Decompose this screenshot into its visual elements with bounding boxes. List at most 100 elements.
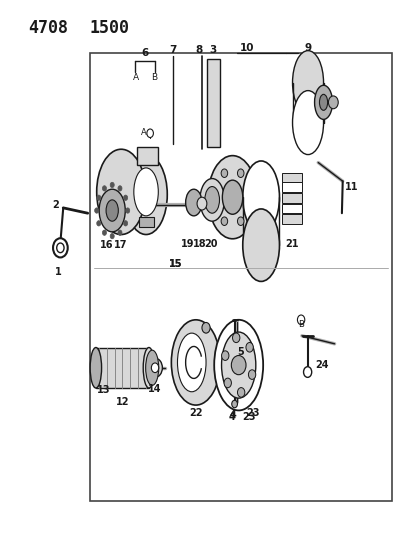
Circle shape	[124, 195, 128, 200]
Circle shape	[151, 363, 159, 373]
Ellipse shape	[214, 320, 263, 410]
Text: 15: 15	[169, 259, 182, 269]
Text: 16: 16	[100, 240, 114, 250]
Ellipse shape	[106, 200, 118, 221]
Text: 15: 15	[169, 259, 182, 269]
Text: 2: 2	[52, 200, 59, 210]
Circle shape	[110, 182, 114, 188]
Circle shape	[297, 315, 305, 325]
Text: 24: 24	[315, 360, 329, 370]
Circle shape	[118, 230, 122, 236]
Ellipse shape	[293, 51, 324, 115]
Circle shape	[197, 197, 207, 210]
Ellipse shape	[125, 155, 167, 235]
Text: 7: 7	[170, 45, 177, 54]
Text: A: A	[141, 128, 147, 136]
Ellipse shape	[315, 85, 333, 119]
Ellipse shape	[200, 179, 224, 221]
FancyBboxPatch shape	[90, 53, 392, 501]
Text: 1500: 1500	[90, 19, 130, 37]
Text: 19: 19	[181, 239, 195, 248]
Text: 14: 14	[148, 384, 162, 394]
Ellipse shape	[146, 350, 159, 385]
Circle shape	[304, 367, 312, 377]
Text: 9: 9	[304, 43, 312, 53]
Bar	[207, 59, 220, 147]
Bar	[282, 182, 302, 192]
Ellipse shape	[97, 149, 146, 235]
Text: 22: 22	[189, 408, 203, 418]
Text: 13: 13	[97, 385, 111, 395]
Circle shape	[118, 185, 122, 191]
Text: 3: 3	[210, 45, 217, 54]
Ellipse shape	[293, 91, 324, 155]
Circle shape	[110, 233, 114, 239]
Text: 20: 20	[204, 239, 218, 248]
Text: 4708: 4708	[29, 19, 69, 37]
Text: B: B	[151, 73, 157, 82]
Ellipse shape	[222, 332, 256, 398]
Bar	[282, 193, 302, 203]
Bar	[282, 214, 302, 224]
Text: B: B	[298, 320, 304, 328]
Ellipse shape	[90, 348, 102, 388]
Text: 1: 1	[55, 267, 62, 277]
Circle shape	[233, 333, 240, 343]
Bar	[137, 147, 158, 165]
Text: 10: 10	[239, 43, 254, 53]
Circle shape	[124, 221, 128, 226]
Circle shape	[237, 169, 244, 177]
Ellipse shape	[143, 348, 155, 388]
Text: 11: 11	[345, 182, 358, 191]
Ellipse shape	[186, 189, 202, 216]
Circle shape	[248, 370, 256, 379]
Text: 5: 5	[237, 347, 244, 357]
Text: 4: 4	[229, 410, 236, 419]
Circle shape	[231, 356, 246, 375]
Text: 6: 6	[141, 49, 149, 58]
Bar	[282, 204, 302, 213]
Circle shape	[102, 230, 106, 236]
Circle shape	[224, 378, 231, 387]
Circle shape	[102, 185, 106, 191]
Ellipse shape	[205, 187, 220, 213]
Text: 8: 8	[195, 45, 203, 54]
Circle shape	[97, 221, 101, 226]
Circle shape	[232, 400, 237, 408]
Ellipse shape	[208, 156, 257, 239]
Bar	[282, 173, 302, 182]
Text: 12: 12	[115, 398, 129, 407]
Circle shape	[97, 195, 101, 200]
Ellipse shape	[99, 189, 125, 232]
Text: A: A	[133, 73, 139, 82]
Ellipse shape	[222, 180, 243, 214]
Text: 17: 17	[113, 240, 127, 250]
Ellipse shape	[177, 333, 206, 392]
Text: 21: 21	[285, 239, 299, 248]
Text: 18: 18	[193, 239, 207, 248]
Circle shape	[53, 238, 68, 257]
Circle shape	[126, 208, 130, 213]
Ellipse shape	[319, 94, 328, 110]
Circle shape	[222, 351, 229, 360]
Circle shape	[237, 387, 245, 397]
Circle shape	[246, 343, 253, 352]
Text: 23: 23	[242, 412, 256, 422]
Ellipse shape	[171, 320, 220, 405]
Circle shape	[221, 169, 228, 177]
Circle shape	[221, 217, 228, 225]
Ellipse shape	[243, 209, 279, 281]
Circle shape	[95, 208, 99, 213]
Circle shape	[328, 96, 338, 109]
Ellipse shape	[243, 161, 279, 233]
Circle shape	[237, 217, 244, 225]
Bar	[139, 217, 154, 227]
Circle shape	[148, 358, 162, 377]
Circle shape	[147, 129, 153, 138]
Circle shape	[57, 243, 64, 253]
Text: 23: 23	[246, 408, 260, 418]
Text: 4: 4	[228, 412, 235, 422]
Ellipse shape	[134, 168, 158, 216]
Circle shape	[202, 322, 210, 333]
Bar	[96, 348, 149, 388]
